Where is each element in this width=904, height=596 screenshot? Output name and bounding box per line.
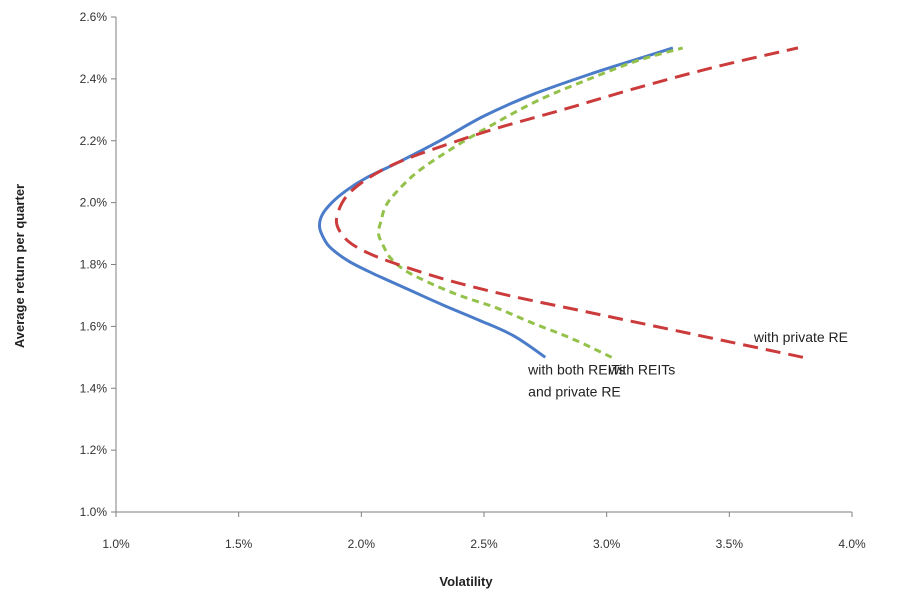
x-tick-label: 2.0% [348,537,376,551]
y-tick-label: 1.8% [80,258,108,272]
y-tick-label: 1.6% [80,319,108,333]
y-tick-label: 1.0% [80,505,108,519]
x-tick-label: 4.0% [838,537,866,551]
x-axis-ticks: 1.0% 1.5% 2.0% 2.5% 3.0% 3.5% 4.0% [102,512,866,551]
x-tick-label: 3.5% [716,537,744,551]
y-axis-ticks: 1.0% 1.2% 1.4% 1.6% 1.8% 2.0% 2.2% 2.4% 2.6% [80,10,116,519]
series-line-1 [318,46,674,359]
y-tick-label: 2.4% [80,72,108,86]
y-tick-label: 1.2% [80,443,108,457]
y-axis-label: Average return per quarter [12,184,27,348]
axes [115,17,852,513]
x-tick-label: 2.5% [470,537,498,551]
series-annotation-3: with private RE [753,329,848,345]
y-tick-label: 1.4% [80,381,108,395]
x-tick-label: 3.0% [593,537,621,551]
series-annotation-1: with both REITs and private RE [527,361,625,399]
series-line-2 [376,46,684,359]
y-tick-label: 2.0% [80,196,108,210]
series-annotation-2: with REITs [608,361,675,377]
x-tick-label: 1.5% [225,537,253,551]
series-lines [318,46,804,359]
y-tick-label: 2.6% [80,10,108,24]
y-tick-label: 2.2% [80,134,108,148]
series-line-3 [334,46,804,359]
x-tick-label: 1.0% [102,537,130,551]
x-axis-label: Volatility [439,574,493,589]
